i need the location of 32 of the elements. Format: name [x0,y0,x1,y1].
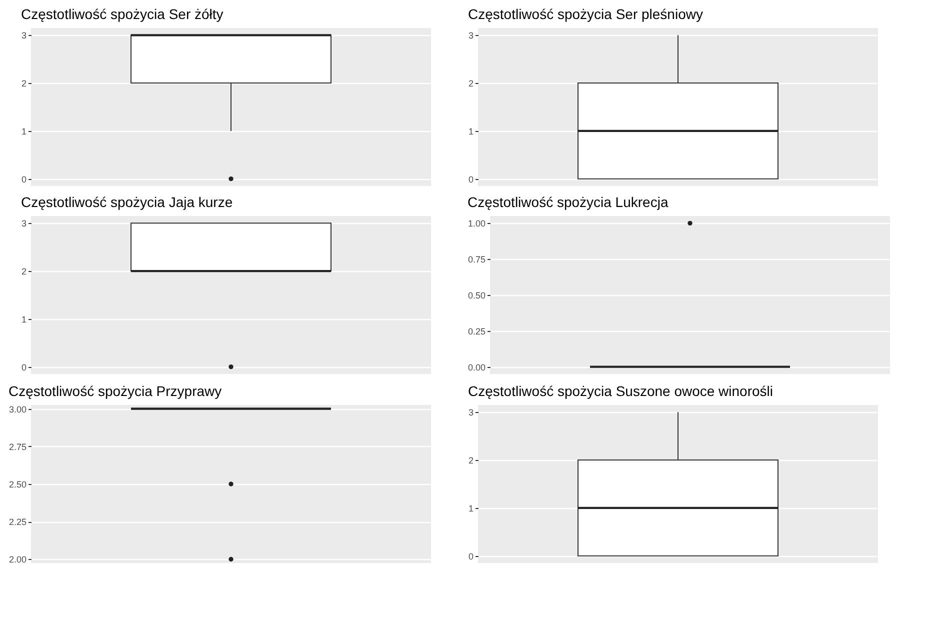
y-tick-label: 2.00 [8,554,26,565]
chart-title: Częstotliwość spożycia Ser pleśniowy [468,6,703,22]
y-tick-label: 1 [21,126,26,136]
y-tick-label: 0.00 [468,362,486,372]
y-tick-label: 0.75 [468,254,486,265]
y-tick-label: 3 [468,408,474,418]
y-tick-label: 1 [21,314,26,324]
y-tick-label: 1.00 [468,218,486,229]
chart-title: Częstotliwość spożycia Suszone owoce winorośli [468,383,774,399]
y-tick-label: 3.00 [8,404,26,414]
y-tick-label: 2.25 [8,517,26,528]
y-tick-label: 0.50 [468,290,486,300]
chart-title: Częstotliwość spożycia Lukrecja [467,194,668,210]
y-tick-label: 0.25 [468,326,486,336]
y-tick-label: 0 [468,551,474,562]
y-tick-label: 2 [468,78,474,89]
y-tick-label: 1 [468,126,474,136]
y-tick-label: 3 [21,30,26,41]
y-tick-label: 2 [468,456,474,466]
y-tick-label: 2.50 [8,480,26,490]
y-tick-label: 0 [21,174,26,184]
y-tick-label: 3 [21,218,26,229]
chart-title: Częstotliwość spożycia Przyprawy [8,382,222,399]
y-tick-label: 0 [468,174,474,184]
chart-title: Częstotliwość spożycia Ser żółty [20,6,224,22]
y-tick-label: 2.75 [8,442,26,452]
y-tick-label: 2 [21,266,26,277]
chart-title: Częstotliwość spożycia Jaja kurze [20,194,233,210]
y-tick-label: 3 [468,30,474,41]
y-tick-label: 0 [21,362,26,372]
y-tick-label: 1 [468,503,474,514]
y-tick-label: 2 [21,78,26,89]
